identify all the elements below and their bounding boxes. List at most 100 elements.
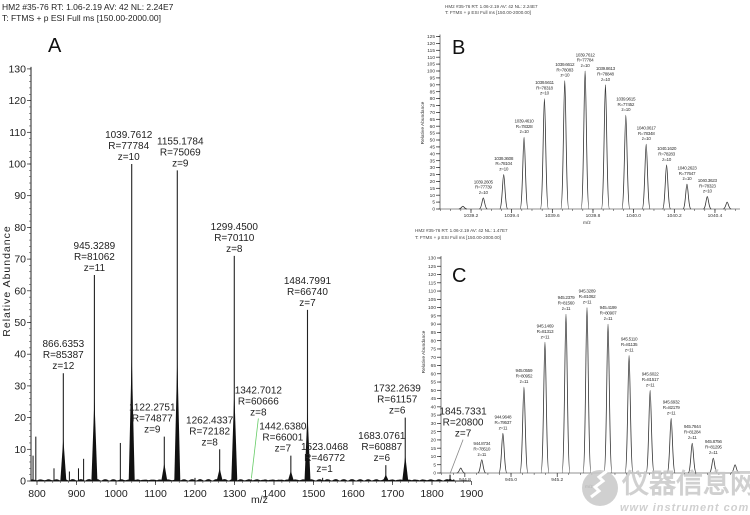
- y-tick-label: 90: [14, 190, 26, 202]
- peak-label-resolution: R=78348: [638, 131, 655, 136]
- peak-label-resolution: R=70110: [214, 233, 255, 244]
- x-axis-label: m/z: [251, 494, 268, 506]
- peak-label-charge: z=10: [118, 152, 140, 163]
- peak-label-mz: 1039.8613: [596, 66, 616, 71]
- peak-label-charge: z=11: [499, 425, 508, 430]
- peak-label-charge: z=7: [455, 429, 472, 440]
- peak-label-resolution: R=72182: [189, 426, 230, 437]
- peak-label-mz: 1299.4500: [211, 222, 259, 233]
- y-tick-label: 60: [431, 371, 437, 377]
- peak-label-charge: z=10: [581, 63, 591, 68]
- spectrum-peak: [498, 432, 508, 474]
- peak-label-mz: 945.3289: [74, 241, 116, 252]
- chart-header-line-2: T: FTMS + p ESI Full ms [150.00-2000.00]: [2, 13, 161, 23]
- peak-label-charge: z=10: [560, 73, 570, 78]
- peak-label-mz: 1040.3623: [698, 178, 718, 183]
- spectrum-peak: [477, 459, 487, 474]
- spectrum-peak: [641, 143, 651, 210]
- spectrum-peak-base: [161, 463, 168, 481]
- peak-label-charge: z=1: [316, 464, 333, 475]
- peak-label-resolution: R=20800: [443, 418, 484, 429]
- y-tick-label: 100: [8, 159, 26, 171]
- peak-label-charge: z=11: [84, 263, 106, 274]
- peak-label-charge: z=8: [201, 437, 218, 448]
- x-tick-label: 1400: [262, 488, 286, 500]
- spectrum-peak: [456, 467, 465, 474]
- y-tick-label: 105: [428, 297, 436, 303]
- spectrum-peak-base: [60, 437, 67, 481]
- peak-label-mz: 945.1469: [537, 323, 555, 328]
- x-tick-label: 1800: [420, 488, 444, 500]
- y-tick-label: 40: [430, 151, 436, 157]
- spectrum-peak-base: [128, 354, 135, 481]
- peak-label-mz: 1040.2623: [677, 166, 697, 171]
- peak-label-charge: z=11: [520, 379, 529, 384]
- y-tick-label: 15: [431, 446, 437, 452]
- peak-label-resolution: R=81284: [684, 430, 701, 435]
- x-tick-label: 1039.4: [504, 213, 519, 219]
- y-tick-label: 100: [428, 305, 436, 311]
- peak-label-mz: 1155.1784: [157, 136, 204, 147]
- spectrum-peak: [621, 114, 631, 210]
- peak-label-mz: 1039.4610: [515, 119, 535, 124]
- y-tick-label: 20: [430, 179, 436, 185]
- spectrum-peak: [540, 98, 549, 210]
- y-tick-label: 95: [431, 313, 437, 319]
- peak-label-mz: 945.3289: [579, 289, 597, 294]
- peak-label-charge: z=11: [477, 452, 486, 457]
- y-tick-label: 0: [432, 207, 435, 213]
- y-tick-label: 25: [430, 172, 436, 178]
- watermark-logo-icon: [582, 469, 618, 506]
- peak-label-mz: 1732.2639: [374, 384, 422, 395]
- y-tick-label: 90: [431, 322, 437, 328]
- y-tick-label: 70: [431, 355, 437, 361]
- y-tick-label: 40: [431, 404, 437, 410]
- peak-label-resolution: R=77739: [475, 185, 492, 190]
- chart-header-line-2: T: FTMS + p ESI Full ms [150.00-2000.00]: [445, 10, 531, 15]
- spectrum-peak: [730, 464, 740, 474]
- chart-header-line-1: HM2 #35-76 RT: 1.06-2.19 AV: 42 NL: 1.47…: [415, 228, 508, 233]
- peak-label-mz: 1039.7612: [105, 130, 153, 141]
- y-tick-label: 45: [430, 145, 436, 151]
- spectrum-peak-base: [91, 398, 98, 481]
- peak-label-charge: z=11: [667, 410, 676, 415]
- peak-label-resolution: R=85387: [43, 350, 84, 361]
- peak-label-charge: z=11: [583, 300, 592, 305]
- peak-label-mz: 945.8756: [705, 439, 723, 444]
- y-tick-label: 120: [428, 272, 436, 278]
- x-tick-label: 800: [28, 488, 46, 500]
- peak-label-mz: 1442.6380: [259, 422, 307, 433]
- peak-label-resolution: R=60887: [361, 442, 402, 453]
- label-leader-line: [449, 439, 464, 474]
- y-tick-label: 70: [430, 110, 436, 116]
- peak-label-mz: 1040.0617: [637, 126, 657, 131]
- label-leader-line: [250, 418, 259, 479]
- y-tick-label: 120: [8, 95, 26, 107]
- y-tick-label: 35: [431, 413, 437, 419]
- spectrum-peak-base: [231, 390, 238, 481]
- y-tick-label: 20: [431, 438, 437, 444]
- x-tick-label: 945.2: [551, 477, 563, 483]
- peak-label-charge: z=10: [499, 167, 509, 172]
- y-tick-label: 45: [431, 396, 437, 402]
- peak-label-charge: z=11: [562, 306, 571, 311]
- x-tick-label: 1000: [104, 488, 128, 500]
- spectrum-peak: [708, 457, 718, 474]
- spectrum-peak-base: [382, 474, 389, 481]
- y-tick-label: 115: [427, 48, 435, 54]
- y-tick-label: 15: [430, 186, 436, 192]
- y-tick-label: 85: [431, 330, 437, 336]
- peak-label-charge: z=10: [703, 189, 713, 194]
- peak-label-charge: z=9: [144, 425, 161, 436]
- peak-label-mz: 1039.3608: [494, 156, 514, 161]
- peak-label-resolution: R=78104: [495, 161, 512, 166]
- spectrum-peak: [580, 70, 590, 210]
- y-tick-label: 105: [427, 62, 435, 68]
- x-tick-label: 1900: [460, 488, 484, 500]
- x-tick-label: 1600: [341, 488, 365, 500]
- watermark-url-text: www instrument com cn: [620, 502, 750, 514]
- y-tick-label: 50: [14, 317, 26, 329]
- peak-label-resolution: R=60666: [238, 396, 279, 407]
- y-tick-label: 75: [430, 103, 436, 109]
